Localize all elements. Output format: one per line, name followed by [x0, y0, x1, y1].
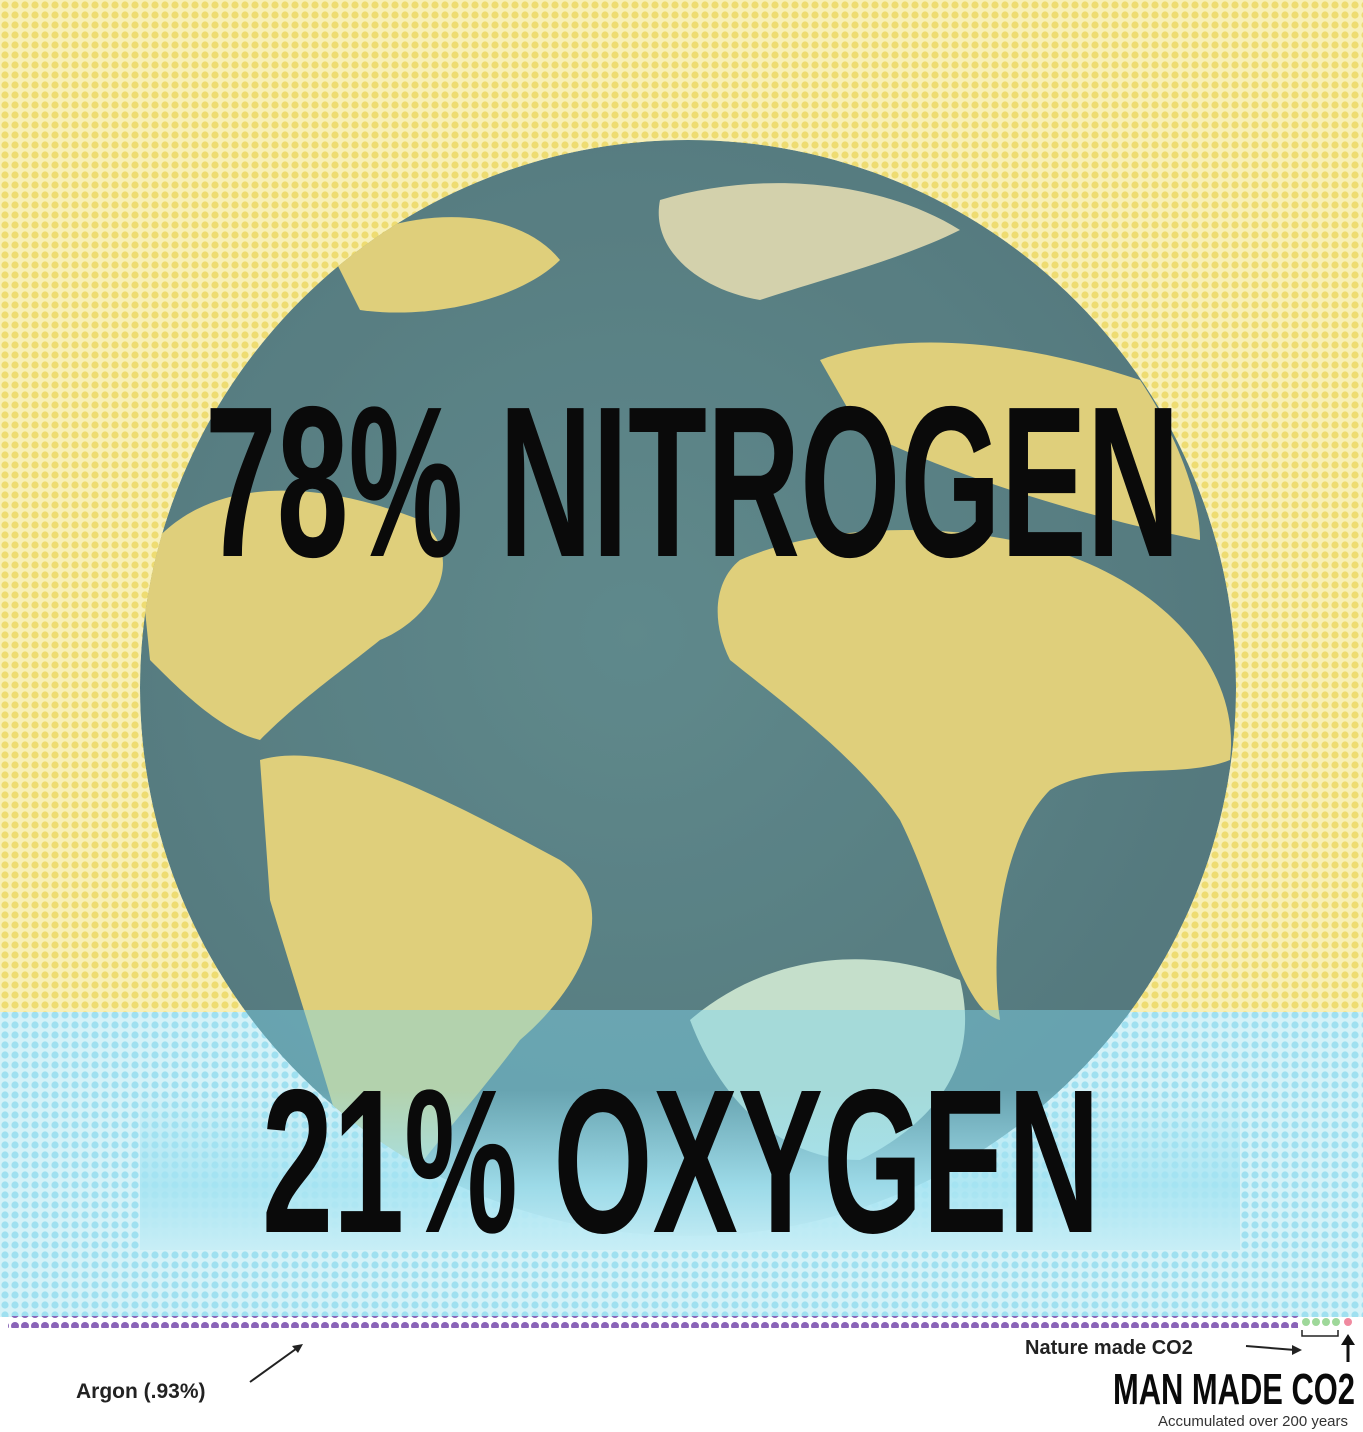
nature-co2-arrowhead [1292, 1345, 1302, 1355]
co2-dot [1312, 1318, 1320, 1326]
nature-co2-arrow [1245, 1345, 1296, 1351]
man-co2-note: Accumulated over 200 years [1158, 1413, 1348, 1430]
co2-dot [1302, 1318, 1310, 1326]
man-co2-label: MAN MADE CO2 [1113, 1365, 1355, 1414]
nature-co2-label: Nature made CO2 [1025, 1337, 1193, 1359]
man-co2-dot [1344, 1318, 1352, 1326]
nature-co2-bracket [1301, 1330, 1339, 1337]
globe-fade [140, 1090, 1240, 1250]
co2-dot [1322, 1318, 1330, 1326]
argon-label: Argon (.93%) [76, 1380, 206, 1403]
co2-dot [1332, 1318, 1340, 1326]
man-co2-arrowhead [1341, 1334, 1355, 1345]
argon-arrowhead [292, 1344, 303, 1353]
argon-arrow [249, 1345, 301, 1383]
oxygen-label: 21% OXYGEN [262, 1047, 1100, 1276]
argon-dots [8, 1316, 1298, 1328]
nitrogen-label: 78% NITROGEN [205, 361, 1180, 602]
oxygen-region-bottom [0, 1250, 1363, 1317]
globe-dots [140, 140, 1236, 1236]
